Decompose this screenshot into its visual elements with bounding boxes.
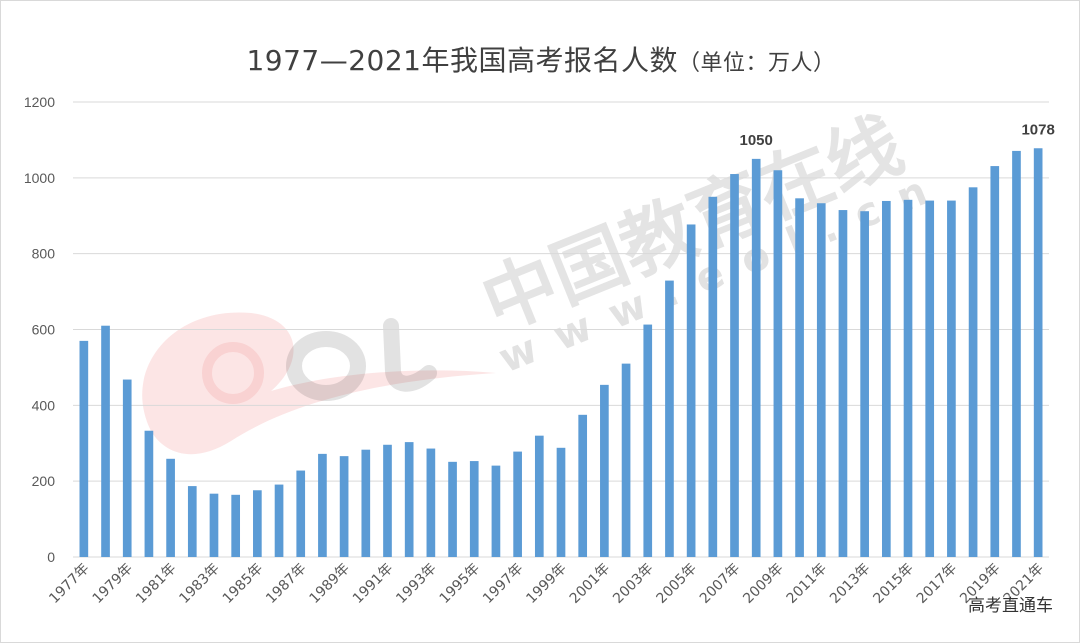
y-axis-ticks: 0 200 400 600 800 1000 1200 (24, 94, 55, 565)
bar-1980年 (144, 430, 154, 557)
bar-1992年 (404, 442, 414, 557)
y-tick-label: 600 (32, 322, 56, 338)
bar-2018年 (968, 187, 978, 557)
bar-1988年 (318, 453, 327, 557)
bar-2021年 (1033, 148, 1043, 557)
bar-1994年 (448, 461, 457, 557)
y-tick-label: 1000 (24, 170, 55, 186)
y-tick-label: 0 (47, 549, 55, 565)
chart-title-main: 1977—2021年我国高考报名人数 (246, 44, 678, 77)
bar-2010年 (795, 198, 804, 557)
bar-2013年 (860, 211, 869, 557)
data-label: 1078 (1021, 121, 1054, 138)
bar-2003年 (643, 324, 653, 557)
y-tick-label: 400 (32, 397, 56, 413)
bar-2011年 (816, 203, 826, 558)
bar-2016年 (925, 200, 935, 558)
x-tick-label: 2005年 (654, 561, 700, 607)
x-tick-label: 1977年 (46, 561, 92, 607)
x-tick-label: 2007年 (697, 561, 743, 607)
x-tick-label: 1993年 (393, 561, 439, 607)
bar-1985年 (253, 490, 262, 557)
x-tick-label: 1981年 (133, 561, 179, 607)
bar-2005年 (686, 224, 696, 558)
x-tick-label: 1979年 (90, 561, 136, 607)
x-tick-label: 1999年 (523, 561, 569, 607)
bar-2002年 (621, 363, 631, 557)
x-tick-label: 2017年 (914, 561, 960, 607)
bar-1982年 (187, 486, 197, 557)
bar-1996年 (491, 465, 501, 557)
x-tick-label: 2013年 (827, 561, 873, 607)
bar-1997年 (513, 451, 522, 557)
chart-title: 1977—2021年我国高考报名人数（单位：万人） (1, 39, 1080, 79)
x-tick-label: 2009年 (740, 561, 786, 607)
x-tick-label: 1989年 (307, 561, 353, 607)
data-labels: 1050 1078 (740, 121, 1055, 149)
bar-2019年 (990, 166, 1000, 557)
x-tick-label: 1991年 (350, 561, 396, 607)
logo-l-shape (383, 318, 437, 392)
logo-e-shape (202, 342, 264, 404)
bar-2012年 (838, 210, 848, 557)
bar-1993年 (426, 448, 436, 557)
logo-swoosh (142, 312, 496, 455)
x-tick-label: 2011年 (784, 561, 830, 607)
credit-label: 高考直通车 (968, 596, 1053, 616)
bar-2006年 (708, 196, 718, 557)
bar-1990年 (361, 449, 371, 557)
bar-1995年 (469, 461, 479, 557)
bar-2009年 (773, 170, 783, 557)
bar-1991年 (383, 444, 392, 557)
x-tick-label: 1997年 (480, 561, 526, 607)
y-tick-label: 800 (32, 246, 56, 262)
x-tick-label: 2003年 (610, 561, 656, 607)
chart-unit-label: （单位：万人） (678, 51, 836, 76)
bar-1999年 (556, 447, 566, 557)
bar-1998年 (534, 435, 544, 557)
bar-1981年 (166, 458, 175, 557)
bar-1977年 (79, 340, 89, 557)
x-tick-label: 1983年 (176, 561, 222, 607)
y-tick-label: 200 (32, 473, 56, 489)
bar-2004年 (665, 280, 674, 557)
bar-1989年 (339, 456, 349, 557)
bar-2017年 (947, 200, 956, 558)
bar-1984年 (231, 494, 241, 557)
bar-2007年 (730, 174, 739, 557)
bar-2000年 (578, 414, 588, 557)
x-tick-label: 1985年 (220, 561, 266, 607)
x-tick-label: 1995年 (437, 561, 483, 607)
bar-2008年 (751, 158, 761, 557)
bar-2001年 (600, 384, 609, 557)
bar-1987年 (296, 470, 306, 557)
bar-2015年 (903, 199, 913, 557)
y-tick-label: 1200 (24, 94, 55, 110)
bar-1986年 (274, 484, 284, 557)
x-tick-label: 1987年 (263, 561, 309, 607)
x-tick-label: 2001年 (567, 561, 613, 607)
bar-1978年 (101, 325, 110, 557)
bar-1979年 (122, 379, 132, 557)
bar-1983年 (209, 493, 219, 557)
x-tick-label: 2015年 (870, 561, 916, 607)
bars (79, 148, 1043, 558)
x-axis-ticks: 1977年1979年1981年1983年1985年1987年1989年1991年… (46, 561, 1047, 607)
bar-2014年 (881, 200, 891, 557)
logo-o-shape (286, 331, 366, 401)
bar-2020年 (1012, 150, 1021, 557)
data-label: 1050 (740, 132, 773, 149)
